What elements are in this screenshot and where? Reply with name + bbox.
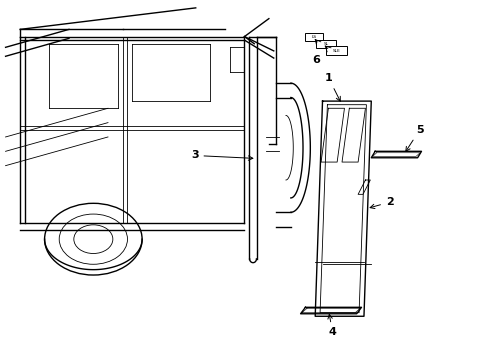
FancyBboxPatch shape bbox=[325, 46, 346, 55]
Text: SL: SL bbox=[323, 42, 328, 46]
Text: LS: LS bbox=[311, 35, 316, 39]
Text: 3: 3 bbox=[190, 150, 252, 161]
Text: 2: 2 bbox=[369, 197, 393, 208]
Text: 4: 4 bbox=[327, 314, 336, 337]
Text: 5: 5 bbox=[405, 125, 423, 151]
FancyBboxPatch shape bbox=[316, 40, 335, 48]
Text: 1: 1 bbox=[325, 73, 340, 101]
Text: SLE: SLE bbox=[332, 49, 340, 53]
Text: 6: 6 bbox=[312, 55, 320, 66]
FancyBboxPatch shape bbox=[305, 33, 323, 41]
